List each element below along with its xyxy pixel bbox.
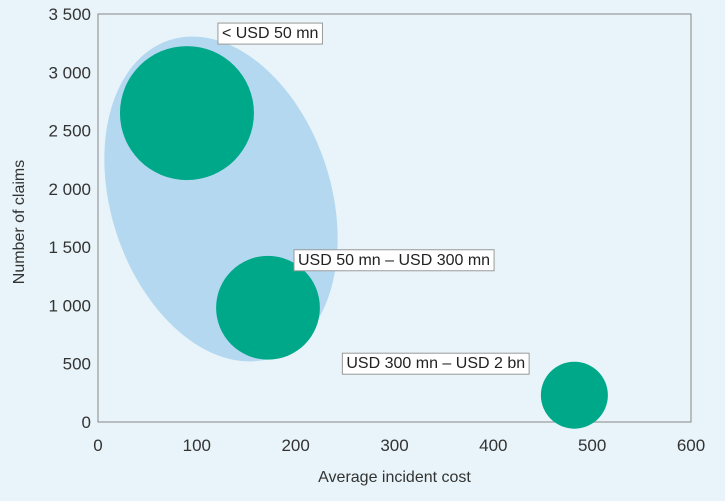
x-tick-labels: 0 100 200 300 400 500 600: [93, 436, 705, 455]
y-tick-label: 3 500: [48, 5, 91, 24]
bubble-label-box: [293, 249, 495, 272]
bubbles-layer: [119, 46, 608, 429]
plot-frame: [97, 13, 692, 423]
x-tick-label: 400: [479, 436, 507, 455]
y-axis-title: Number of claims: [11, 160, 28, 284]
y-tick-labels: 0 500 1 000 1 500 2 000 2 500 3 000 3 500: [48, 5, 91, 432]
x-tick-label: 200: [281, 436, 309, 455]
y-tick-label: 0: [82, 413, 91, 432]
bubble-label-box: [341, 352, 530, 375]
x-tick-label: 100: [183, 436, 211, 455]
bubble-point: [119, 46, 254, 181]
y-tick-label: 2 000: [48, 180, 91, 199]
y-tick-label: 3 000: [48, 63, 91, 82]
bubble-labels-layer: < USD 50 mn USD 50 mn – USD 300 mn USD 300…: [217, 22, 530, 375]
x-tick-label: 0: [93, 436, 102, 455]
bubble-label-box: [217, 22, 323, 45]
bubble-label: USD 300 mn – USD 2 bn: [346, 355, 525, 372]
x-tick-label: 600: [677, 436, 705, 455]
plot-frame-layer: [97, 13, 692, 423]
y-tick-label: 500: [63, 355, 91, 374]
x-axis-title: Average incident cost: [318, 469, 471, 486]
y-tick-label: 1 500: [48, 238, 91, 257]
bubble-point: [216, 255, 320, 360]
y-tick-label: 1 000: [48, 296, 91, 315]
bubble-point: [540, 361, 608, 429]
bubble-label: < USD 50 mn: [222, 25, 318, 42]
bubble-label: USD 50 mn – USD 300 mn: [298, 252, 490, 269]
x-tick-label: 300: [380, 436, 408, 455]
y-tick-label: 2 500: [48, 122, 91, 141]
x-tick-label: 500: [578, 436, 606, 455]
